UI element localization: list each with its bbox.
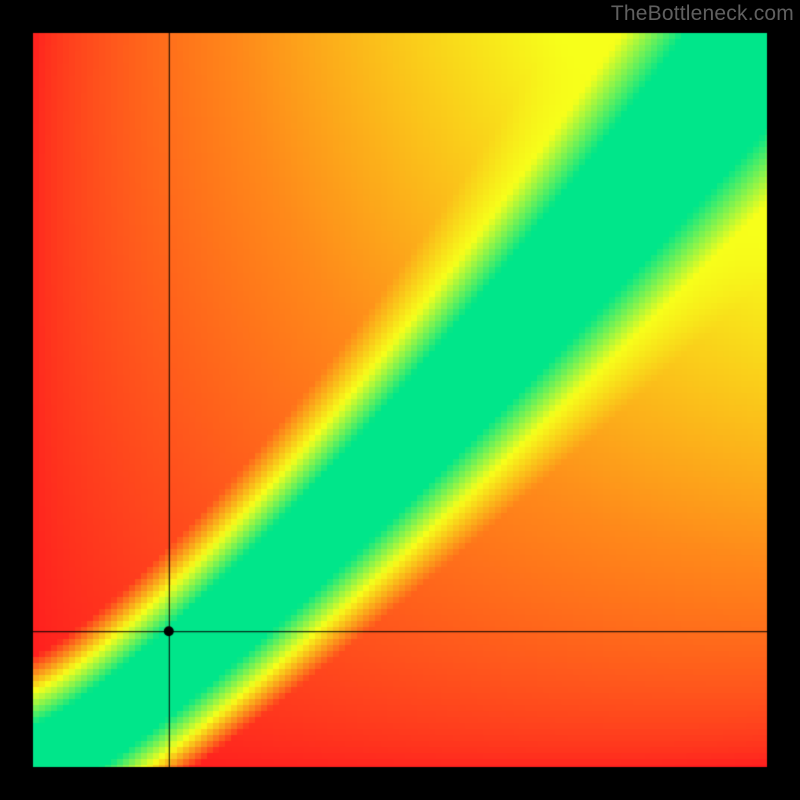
- heatmap-canvas: [0, 0, 800, 800]
- attribution-label: TheBottleneck.com: [611, 2, 794, 26]
- chart-container: TheBottleneck.com: [0, 0, 800, 800]
